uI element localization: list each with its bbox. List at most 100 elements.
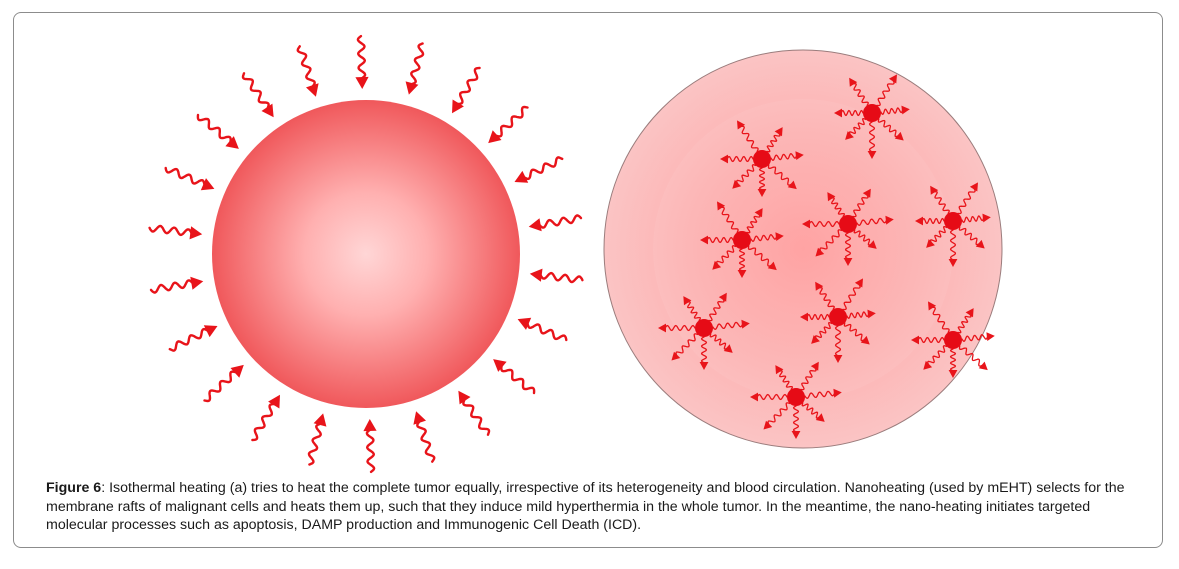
wavy-heat-arrow-icon xyxy=(804,388,842,399)
wavy-heat-arrow-icon xyxy=(700,235,734,245)
malignant-cell xyxy=(802,188,894,266)
wavy-heat-arrow-icon xyxy=(737,120,759,153)
wavy-heat-arrow-icon xyxy=(737,248,747,278)
wavy-heat-arrow-icon xyxy=(708,292,727,322)
wavy-heat-arrow-icon xyxy=(517,317,568,342)
wavy-heat-arrow-icon xyxy=(834,108,864,118)
wavy-heat-arrow-icon xyxy=(801,402,825,422)
caption-label: Figure 6 xyxy=(46,480,102,496)
wavy-heat-arrow-icon xyxy=(413,411,436,463)
wavy-heat-arrow-icon xyxy=(867,121,877,159)
malignant-cell xyxy=(834,74,910,159)
wavy-heat-arrow-icon xyxy=(880,105,910,116)
wavy-heat-arrow-icon xyxy=(767,164,797,190)
wavy-heat-arrow-icon xyxy=(307,413,327,466)
wavy-heat-arrow-icon xyxy=(363,418,377,474)
wavy-heat-arrow-icon xyxy=(811,321,833,344)
wavy-heat-arrow-icon xyxy=(458,390,491,436)
wavy-heat-arrow-icon xyxy=(853,229,877,249)
wavy-heat-arrow-icon xyxy=(717,201,739,234)
wavy-heat-arrow-icon xyxy=(957,182,978,215)
malignant-cell-icon xyxy=(839,215,857,233)
wavy-heat-arrow-icon xyxy=(683,296,701,322)
wavy-heat-arrow-icon xyxy=(148,224,203,240)
wavy-heat-arrow-icon xyxy=(203,364,244,403)
wavy-heat-arrow-icon xyxy=(452,66,481,114)
wavy-heat-arrow-icon xyxy=(928,301,950,334)
wavy-heat-arrow-icon xyxy=(671,333,699,361)
wavy-heat-arrow-icon xyxy=(843,232,853,266)
caption-text: : Isothermal heating (a) tries to heat t… xyxy=(46,480,1125,533)
wavy-heat-arrow-icon xyxy=(961,332,995,342)
figure-caption: Figure 6: Isothermal heating (a) tries t… xyxy=(46,479,1136,535)
wavy-heat-arrow-icon xyxy=(915,216,945,226)
wavy-heat-arrow-icon xyxy=(775,365,793,391)
wavy-heat-arrow-icon xyxy=(957,308,974,334)
wavy-heat-arrow-icon xyxy=(251,394,280,442)
wavy-heat-arrow-icon xyxy=(750,232,784,242)
wavy-heat-arrow-icon xyxy=(849,77,869,107)
malignant-cell xyxy=(750,361,842,439)
wavy-heat-arrow-icon xyxy=(750,392,788,402)
wavy-heat-arrow-icon xyxy=(241,72,274,118)
malignant-cell xyxy=(658,292,750,370)
wavy-heat-arrow-icon xyxy=(699,336,709,370)
wavy-heat-arrow-icon xyxy=(815,281,835,311)
wavy-heat-arrow-icon xyxy=(876,74,897,107)
wavy-heat-arrow-icon xyxy=(827,192,845,218)
nano-ring xyxy=(653,99,953,399)
wavy-heat-arrow-icon xyxy=(800,312,830,322)
malignant-cell xyxy=(800,278,876,363)
malignant-cell-icon xyxy=(733,231,751,249)
wavy-heat-arrow-icon xyxy=(196,113,239,149)
wavy-heat-arrow-icon xyxy=(843,322,870,345)
malignant-cell-icon xyxy=(944,212,962,230)
malignant-cell xyxy=(700,201,784,278)
wavy-heat-arrow-icon xyxy=(529,268,584,284)
malignant-cell-icon xyxy=(944,331,962,349)
isothermal-tumor xyxy=(148,34,584,474)
wavy-heat-arrow-icon xyxy=(948,348,958,378)
wavy-heat-arrow-icon xyxy=(770,151,804,161)
wavy-heat-arrow-icon xyxy=(488,105,529,144)
wavy-heat-arrow-icon xyxy=(852,188,871,218)
wavy-heat-arrow-icon xyxy=(923,345,948,370)
malignant-cell-icon xyxy=(829,308,847,326)
wavy-heat-arrow-icon xyxy=(802,219,840,229)
wavy-heat-arrow-icon xyxy=(296,45,319,97)
wavy-heat-arrow-icon xyxy=(763,402,791,430)
wavy-heat-arrow-icon xyxy=(528,214,583,232)
wavy-heat-arrow-icon xyxy=(842,278,863,311)
wavy-heat-arrow-icon xyxy=(747,245,777,271)
wavy-heat-arrow-icon xyxy=(833,325,843,363)
malignant-cells xyxy=(658,74,995,439)
malignant-cell-icon xyxy=(787,388,805,406)
wavy-heat-arrow-icon xyxy=(930,185,950,215)
wavy-heat-arrow-icon xyxy=(493,359,536,395)
wavy-heat-arrow-icon xyxy=(168,325,218,352)
wavy-heat-arrow-icon xyxy=(732,164,757,189)
wavy-heat-arrow-icon xyxy=(846,309,876,320)
wavy-heat-arrow-icon xyxy=(958,226,985,249)
malignant-cell-icon xyxy=(695,319,713,337)
wavy-heat-arrow-icon xyxy=(877,118,904,141)
nanoheated-tumor xyxy=(603,49,1003,449)
heat-arrows-outer xyxy=(148,34,584,474)
wavy-heat-arrow-icon xyxy=(746,208,763,234)
wavy-heat-arrow-icon xyxy=(405,42,425,95)
wavy-heat-arrow-icon xyxy=(149,276,204,294)
wavy-heat-arrow-icon xyxy=(856,215,894,226)
malignant-cell-icon xyxy=(753,150,771,168)
wavy-heat-arrow-icon xyxy=(720,154,754,164)
wavy-heat-arrow-icon xyxy=(800,361,819,391)
wavy-heat-arrow-icon xyxy=(961,213,991,224)
wavy-heat-arrow-icon xyxy=(766,127,783,153)
wavy-heat-arrow-icon xyxy=(815,229,843,257)
wavy-heat-arrow-icon xyxy=(791,405,801,439)
malignant-cell xyxy=(915,182,991,267)
wavy-heat-arrow-icon xyxy=(911,335,945,345)
malignant-cell xyxy=(911,301,995,378)
wavy-heat-arrow-icon xyxy=(658,323,696,333)
wavy-heat-arrow-icon xyxy=(712,245,737,270)
